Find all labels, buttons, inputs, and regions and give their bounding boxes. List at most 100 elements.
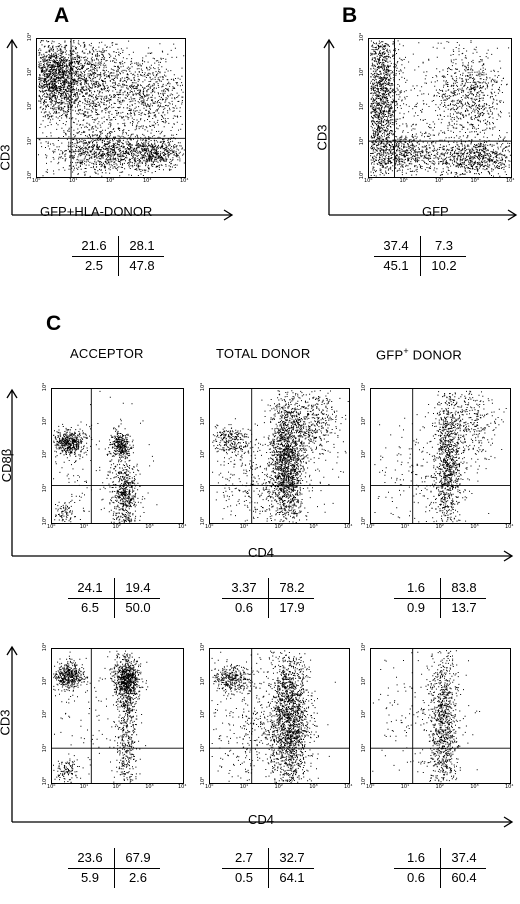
y-tick-label: 10³ <box>42 676 49 685</box>
y-tick-label: 10³ <box>200 676 207 685</box>
quadrant-ul: 23.6 <box>77 850 103 865</box>
y-tick-label: 10¹ <box>27 136 34 145</box>
y-tick-label: 10² <box>200 449 207 459</box>
y-tick-label: 10⁰ <box>42 776 49 786</box>
quadrant-lr: 64.1 <box>279 870 305 885</box>
panel-c-row1-y-label: CD8β <box>0 448 15 483</box>
quadrant-table-acceptor-cd8: 24.1 19.4 6.5 50.0 <box>66 578 162 618</box>
x-tick-label: 10⁰ <box>47 524 56 530</box>
y-tick-label: 10⁴ <box>359 32 366 42</box>
y-tick-label: 10³ <box>42 416 49 425</box>
y-tick-label: 10⁰ <box>359 170 366 180</box>
scatter-points <box>210 389 349 523</box>
y-tick-label: 10³ <box>27 67 34 76</box>
y-tick-label: 10¹ <box>42 483 49 492</box>
panel-letter-c: C <box>46 312 62 335</box>
scatter-points <box>371 389 510 523</box>
quadrant-table-gfp-donor-cd8: 1.6 83.8 0.9 13.7 <box>392 578 488 618</box>
y-tick-label: 10³ <box>361 416 368 425</box>
x-tick-label: 10² <box>435 524 444 530</box>
y-tick-label: 10⁴ <box>200 382 207 392</box>
scatter-points <box>210 649 349 783</box>
y-tick-label: 10⁰ <box>361 776 368 786</box>
y-tick-label: 10⁴ <box>361 642 368 652</box>
x-tick-label: 10⁴ <box>178 784 187 790</box>
quadrant-ll: 6.5 <box>80 600 100 615</box>
y-tick-label: 10⁴ <box>42 642 49 652</box>
x-tick-label: 10⁰ <box>205 524 214 530</box>
quadrant-ul: 2.7 <box>234 850 254 865</box>
quadrant-ul: 3.37 <box>231 580 257 595</box>
y-tick-label: 10⁴ <box>200 642 207 652</box>
x-tick-label: 10¹ <box>400 784 410 790</box>
quadrant-ll: 0.5 <box>234 870 254 885</box>
quadrant-ur: 32.7 <box>279 850 305 865</box>
flow-plot-gfp-donor-cd3 <box>370 648 511 784</box>
panel-c-row1-x-label: CD4 <box>248 545 275 560</box>
x-tick-label: 10² <box>112 524 121 530</box>
quadrant-lr: 10.2 <box>431 258 457 273</box>
x-tick-label: 10⁴ <box>180 178 189 184</box>
x-tick-label: 10¹ <box>79 524 89 530</box>
y-tick-label: 10¹ <box>361 483 368 492</box>
quadrant-lr: 47.8 <box>129 258 155 273</box>
x-tick-label: 10¹ <box>69 178 78 184</box>
x-tick-label: 10³ <box>143 178 152 184</box>
quadrant-lr: 2.6 <box>128 870 148 885</box>
quadrant-table-b: 37.4 7.3 45.1 10.2 <box>372 236 468 276</box>
y-tick-label: 10³ <box>200 416 207 425</box>
panel-b-y-label: CD3 <box>314 124 330 151</box>
x-tick-label: 10² <box>112 784 121 790</box>
y-tick-label: 10² <box>42 449 49 459</box>
x-tick-label: 10⁰ <box>205 784 214 790</box>
flow-plot-gfp-donor-cd8 <box>370 388 511 524</box>
y-tick-label: 10⁴ <box>42 382 49 392</box>
quadrant-ul: 1.6 <box>406 580 426 595</box>
x-tick-label: 10⁰ <box>364 178 373 184</box>
y-tick-label: 10² <box>27 101 34 111</box>
quadrant-table-acceptor-cd3: 23.6 67.9 5.9 2.6 <box>66 848 162 888</box>
x-tick-label: 10³ <box>470 524 479 530</box>
x-tick-label: 10⁰ <box>47 784 56 790</box>
x-tick-label: 10⁴ <box>344 784 353 790</box>
quadrant-table-a: 21.6 28.1 2.5 47.8 <box>70 236 166 276</box>
flow-plot-a <box>36 38 186 178</box>
quadrant-ur: 78.2 <box>279 580 305 595</box>
x-tick-label: 10² <box>435 784 444 790</box>
y-tick-label: 10² <box>359 101 366 111</box>
panel-letter-a: A <box>54 4 70 27</box>
x-tick-label: 10¹ <box>239 524 249 530</box>
y-tick-label: 10⁰ <box>361 516 368 526</box>
flow-plot-total-donor-cd8 <box>209 388 350 524</box>
scatter-points <box>37 39 185 177</box>
x-tick-label: 10⁴ <box>344 524 353 530</box>
y-tick-label: 10⁴ <box>27 32 34 42</box>
y-tick-label: 10² <box>361 709 368 719</box>
quadrant-lr: 50.0 <box>125 600 151 615</box>
scatter-points <box>52 389 183 523</box>
quadrant-ll: 0.9 <box>406 600 426 615</box>
panel-c-row2-x-label: CD4 <box>248 812 275 827</box>
y-tick-label: 10⁰ <box>42 516 49 526</box>
panel-a-x-label: GFP+HLA-DONOR <box>40 204 153 219</box>
x-tick-label: 10⁴ <box>506 178 515 184</box>
x-tick-label: 10¹ <box>399 178 408 184</box>
y-tick-label: 10¹ <box>42 743 49 752</box>
x-tick-label: 10² <box>435 178 444 184</box>
x-tick-label: 10⁰ <box>366 784 375 790</box>
quadrant-lr: 13.7 <box>451 600 477 615</box>
y-tick-label: 10³ <box>359 67 366 76</box>
y-tick-label: 10¹ <box>200 743 207 752</box>
scatter-points <box>371 649 510 783</box>
quadrant-ul: 37.4 <box>383 238 409 253</box>
flow-plot-total-donor-cd3 <box>209 648 350 784</box>
y-tick-label: 10¹ <box>200 483 207 492</box>
x-tick-label: 10² <box>274 784 283 790</box>
quadrant-ll: 5.9 <box>80 870 100 885</box>
quadrant-ur: 83.8 <box>451 580 477 595</box>
x-tick-label: 10² <box>106 178 115 184</box>
scatter-points <box>369 39 511 177</box>
quadrant-lr: 60.4 <box>451 870 477 885</box>
y-tick-label: 10⁰ <box>200 776 207 786</box>
